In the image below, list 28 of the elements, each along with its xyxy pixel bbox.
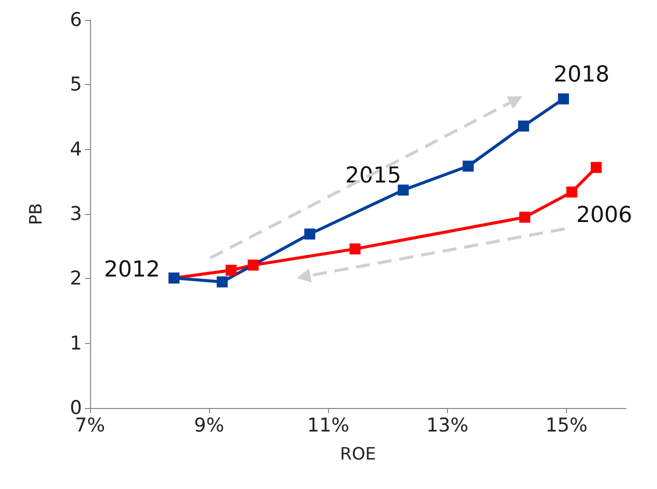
y-axis-title: PB <box>26 203 46 225</box>
x-tick-label: 9% <box>194 414 224 436</box>
point <box>304 228 316 240</box>
y-tick-label: 1 <box>70 332 82 354</box>
point <box>226 264 237 276</box>
annotation: 2006 <box>576 202 632 228</box>
y-tick-label: 5 <box>70 74 82 96</box>
y-tick-label: 3 <box>70 203 82 225</box>
point <box>519 212 530 223</box>
y-tick-label: 4 <box>70 138 82 160</box>
x-tick-label: 13% <box>426 414 468 436</box>
annotation: 2012 <box>104 258 160 283</box>
point <box>462 160 474 172</box>
y-tick-label: 6 <box>70 9 82 31</box>
point <box>216 276 228 288</box>
x-axis-title: ROE <box>340 444 376 464</box>
point <box>518 120 530 132</box>
x-tick-label: 11% <box>307 414 350 436</box>
point <box>350 243 361 254</box>
point <box>558 93 569 104</box>
annotation: 2015 <box>345 164 402 189</box>
y-tick-label: 2 <box>70 268 82 290</box>
annotation: 2018 <box>553 62 610 88</box>
point <box>398 184 409 196</box>
point <box>590 162 602 173</box>
point <box>248 260 259 271</box>
x-tick-label: 15% <box>545 414 588 436</box>
point <box>566 186 578 198</box>
